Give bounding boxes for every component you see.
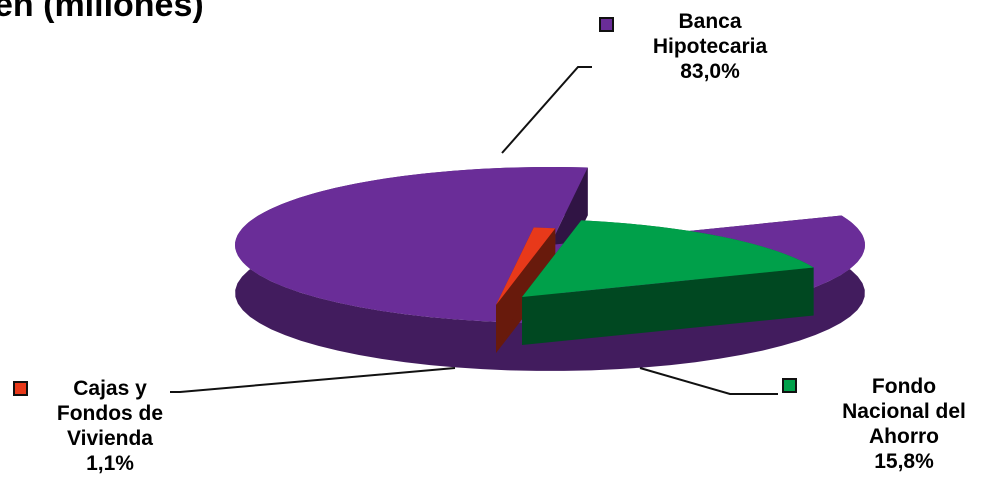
label-cajas-line1: Cajas y — [73, 377, 147, 400]
chart-title: en (millones) — [0, 0, 204, 24]
leader-line-2 — [170, 367, 456, 393]
pie-slice-1 — [522, 220, 814, 297]
legend-marker-fondo — [782, 378, 797, 393]
label-cajas-value: 1,1% — [86, 452, 134, 475]
label-cajas-fondos: Cajas y Fondos de Vivienda 1,1% — [30, 376, 190, 476]
slice-cut-1-0 — [522, 267, 814, 345]
leader-line-0 — [501, 66, 592, 154]
leader-line-1 — [639, 367, 778, 395]
legend-marker-cajas — [13, 381, 28, 396]
label-banca-line1: Banca — [678, 10, 742, 33]
label-banca-line2: Hipotecaria — [652, 35, 768, 58]
label-banca-value: 83,0% — [680, 60, 740, 83]
label-banca-hipotecaria: Banca Hipotecaria 83,0% — [630, 9, 790, 84]
label-fondo-line2: Nacional del — [842, 400, 966, 423]
label-fondo-line1: Fondo — [871, 375, 937, 398]
label-fondo-line3: Ahorro — [869, 425, 939, 448]
pie-slice-2 — [496, 227, 556, 305]
label-cajas-line3: Vivienda — [67, 427, 153, 450]
label-fondo-value: 15,8% — [874, 450, 934, 473]
label-cajas-line2: Fondos de — [56, 402, 164, 425]
label-fondo-nacional: Fondo Nacional del Ahorro 15,8% — [818, 374, 990, 474]
legend-marker-banca — [599, 17, 614, 32]
